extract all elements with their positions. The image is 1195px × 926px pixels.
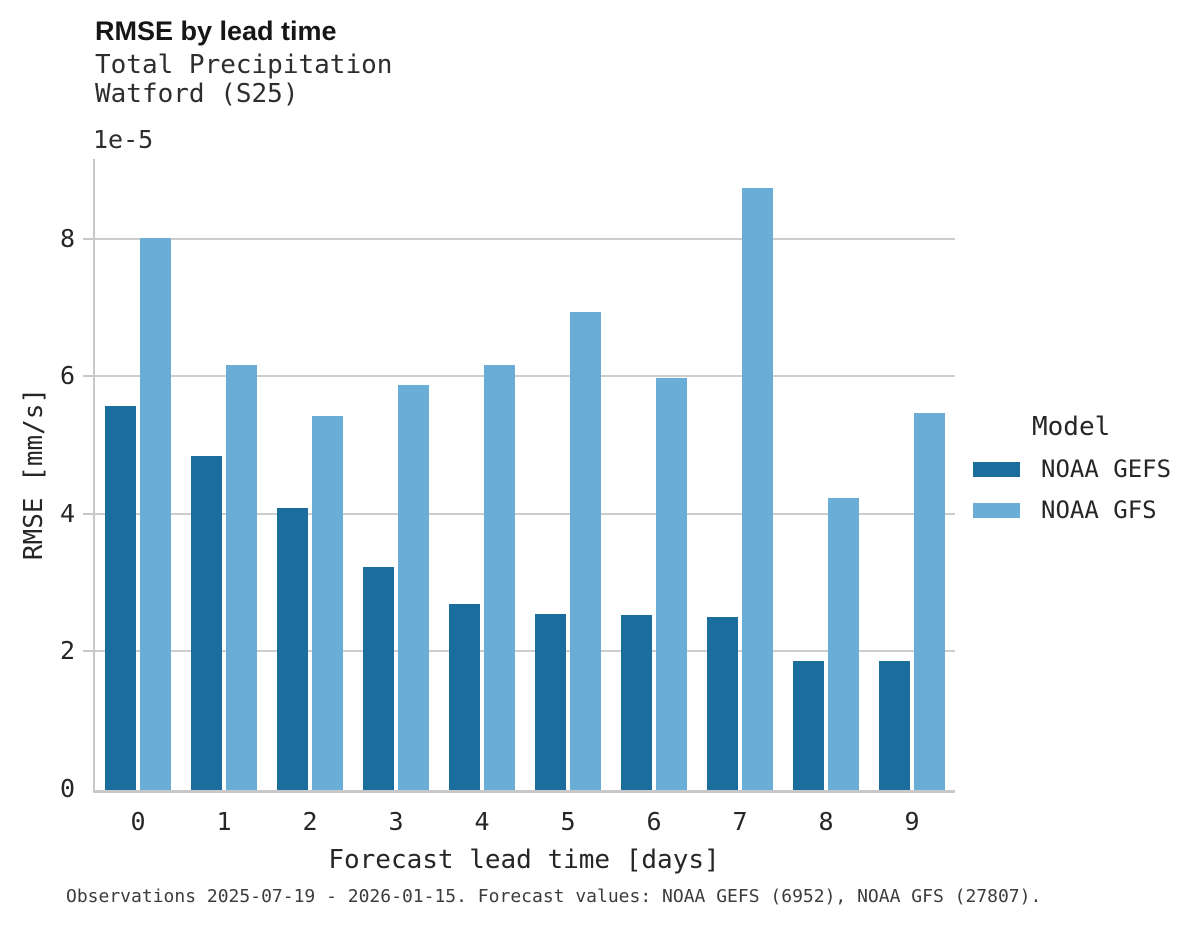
bar-noaa-gefs-lead-8 <box>793 660 824 790</box>
chart-subtitle-line1: Total Precipitation <box>95 50 393 80</box>
bar-noaa-gfs-lead-8 <box>828 497 859 790</box>
legend-label: NOAA GFS <box>1041 496 1157 524</box>
gridline-y-8 <box>95 237 955 240</box>
gridline-y-6 <box>95 375 955 378</box>
bar-noaa-gefs-lead-0 <box>105 406 136 790</box>
bar-noaa-gefs-lead-4 <box>449 604 480 790</box>
x-tick-label-1: 1 <box>216 807 232 836</box>
y-tick-mark-2 <box>83 650 93 653</box>
bar-noaa-gfs-lead-4 <box>484 365 515 790</box>
y-tick-mark-4 <box>83 512 93 515</box>
bar-noaa-gfs-lead-5 <box>570 311 601 790</box>
x-axis-title: Forecast lead time [days] <box>328 845 720 875</box>
plot-area: 0 2 4 6 8 0 1 2 3 4 5 6 7 8 9 <box>60 159 955 836</box>
bar-noaa-gfs-lead-2 <box>312 415 343 790</box>
bar-group-lead-5 <box>525 159 611 790</box>
legend-swatch-icon <box>973 502 1020 518</box>
y-axis-offset-label: 1e-5 <box>93 125 154 154</box>
bar-group-lead-4 <box>439 159 525 790</box>
x-tick-label-4: 4 <box>474 807 490 836</box>
x-tick-label-9: 9 <box>904 807 920 836</box>
legend-item-noaa-gefs: NOAA GEFS <box>973 455 1171 483</box>
x-tick-label-3: 3 <box>388 807 404 836</box>
bar-noaa-gfs-lead-7 <box>742 187 773 790</box>
bar-noaa-gfs-lead-9 <box>914 412 945 790</box>
bar-group-lead-6 <box>611 159 697 790</box>
bar-noaa-gefs-lead-2 <box>277 507 308 790</box>
gridline-y-4 <box>95 512 955 515</box>
legend-swatch-icon <box>973 461 1020 477</box>
bar-group-lead-3 <box>353 159 439 790</box>
chart-title: RMSE by lead time <box>95 16 337 46</box>
bar-noaa-gfs-lead-0 <box>140 238 171 790</box>
x-tick-label-5: 5 <box>560 807 576 836</box>
y-tick-label-0: 0 <box>59 774 75 803</box>
y-tick-mark-8 <box>83 237 93 240</box>
bar-noaa-gfs-lead-6 <box>656 377 687 790</box>
gridline-y-2 <box>95 650 955 653</box>
legend-title: Model <box>1032 412 1111 442</box>
bar-noaa-gefs-lead-3 <box>363 567 394 790</box>
y-tick-label-2: 2 <box>59 636 75 666</box>
bar-noaa-gefs-lead-9 <box>879 660 910 790</box>
x-tick-label-2: 2 <box>302 807 318 836</box>
y-tick-mark-6 <box>83 375 93 378</box>
y-axis-title: RMSE [mm/s] <box>19 387 49 561</box>
legend-items: NOAA GEFS NOAA GFS <box>973 455 1171 524</box>
y-tick-label-4: 4 <box>59 498 75 528</box>
bar-noaa-gefs-lead-6 <box>621 614 652 790</box>
bar-group-lead-7 <box>697 159 783 790</box>
bar-group-lead-8 <box>783 159 869 790</box>
bar-group-lead-9 <box>869 159 955 790</box>
bar-group-lead-2 <box>267 159 353 790</box>
chart-subtitle-line2: Watford (S25) <box>95 79 299 109</box>
x-tick-label-0: 0 <box>130 807 146 836</box>
footnote: Observations 2025-07-19 - 2026-01-15. Fo… <box>66 886 1042 907</box>
legend-label: NOAA GEFS <box>1041 455 1172 483</box>
bar-noaa-gefs-lead-1 <box>191 455 222 790</box>
y-tick-label-8: 8 <box>59 223 75 253</box>
y-tick-label-6: 6 <box>59 361 75 391</box>
bar-noaa-gfs-lead-3 <box>398 385 429 790</box>
bar-group-lead-1 <box>181 159 267 790</box>
bar-noaa-gefs-lead-7 <box>707 616 738 790</box>
x-tick-label-7: 7 <box>732 807 748 836</box>
bar-group-lead-0 <box>95 159 181 790</box>
legend: Model NOAA GEFS NOAA GFS <box>973 412 1171 524</box>
x-tick-label-8: 8 <box>818 807 834 836</box>
legend-item-noaa-gfs: NOAA GFS <box>973 496 1171 524</box>
x-tick-label-6: 6 <box>646 807 662 836</box>
bar-noaa-gefs-lead-5 <box>535 613 566 790</box>
bar-noaa-gfs-lead-1 <box>226 364 257 790</box>
